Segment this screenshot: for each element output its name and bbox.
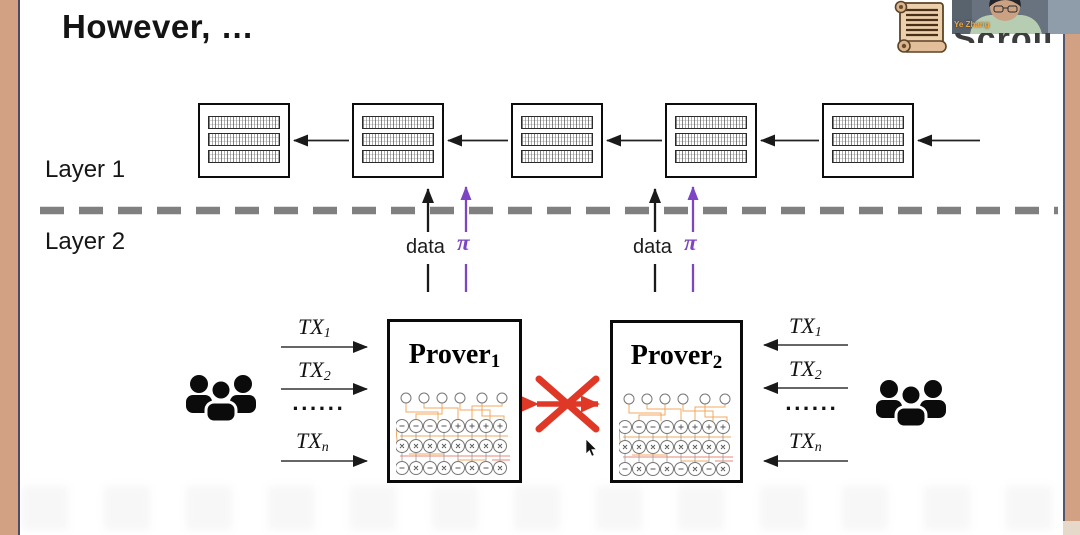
scroll-parchment-icon — [894, 0, 947, 53]
block-data-row — [521, 150, 593, 163]
layer2-label: Layer 2 — [45, 228, 126, 255]
person-shirt — [970, 15, 1042, 34]
tx-label: TXn — [789, 428, 822, 455]
block-data-row — [362, 150, 434, 163]
block-data-row — [362, 133, 434, 146]
chain-block — [822, 103, 914, 178]
person-face — [990, 0, 1020, 21]
mouse-pointer-icon — [585, 438, 598, 457]
users-group-icon — [876, 380, 946, 428]
layer1-label: Layer 1 — [45, 156, 126, 183]
chain-block — [198, 103, 290, 178]
arithmetic-circuit-icon — [396, 390, 514, 478]
tx-label: TX1 — [298, 314, 331, 341]
webcam-video — [952, 0, 1080, 34]
person-hair — [989, 0, 1021, 7]
block-data-row — [208, 150, 280, 163]
block-data-row — [832, 133, 904, 146]
prover1-box: Prover1 — [387, 319, 522, 483]
chain-block — [352, 103, 444, 178]
chain-block — [511, 103, 603, 178]
no-communication-icon — [520, 375, 600, 433]
data-upload-label: data — [406, 236, 445, 258]
prover2-title: Prover2 — [630, 340, 723, 373]
block-data-row — [521, 133, 593, 146]
block-data-row — [832, 116, 904, 129]
occluded-logo-text: Scroll — [953, 33, 1061, 43]
users-group-icon — [186, 375, 256, 423]
arithmetic-circuit-icon — [619, 391, 737, 479]
tx-ellipsis: ...... — [292, 394, 346, 415]
block-data-row — [362, 116, 434, 129]
tx-ellipsis: ...... — [785, 394, 839, 415]
block-data-row — [208, 133, 280, 146]
tx-label: TX1 — [789, 313, 822, 340]
webcam-name-label: Ye Zhang — [954, 20, 990, 29]
proof-pi-label: π — [684, 230, 697, 255]
bottom-ghost-haze — [22, 486, 1058, 530]
right-frame-strip — [1063, 34, 1080, 521]
tx-label: TXn — [296, 428, 329, 455]
block-data-row — [208, 116, 280, 129]
tx-label: TX2 — [298, 357, 331, 384]
block-data-row — [521, 116, 593, 129]
person-glasses — [993, 5, 1018, 13]
left-frame-strip — [0, 0, 20, 535]
block-data-row — [832, 150, 904, 163]
chain-block — [665, 103, 757, 178]
block-data-row — [675, 150, 747, 163]
prover1-title: Prover1 — [408, 339, 501, 372]
prover2-box: Prover2 — [610, 320, 743, 483]
tx-label: TX2 — [789, 356, 822, 383]
block-data-row — [675, 133, 747, 146]
block-data-row — [675, 116, 747, 129]
right-frame-strip-foot — [1063, 521, 1080, 535]
data-upload-label: data — [633, 236, 672, 258]
proof-pi-label: π — [457, 230, 470, 255]
slide-title: However, … — [62, 8, 255, 45]
